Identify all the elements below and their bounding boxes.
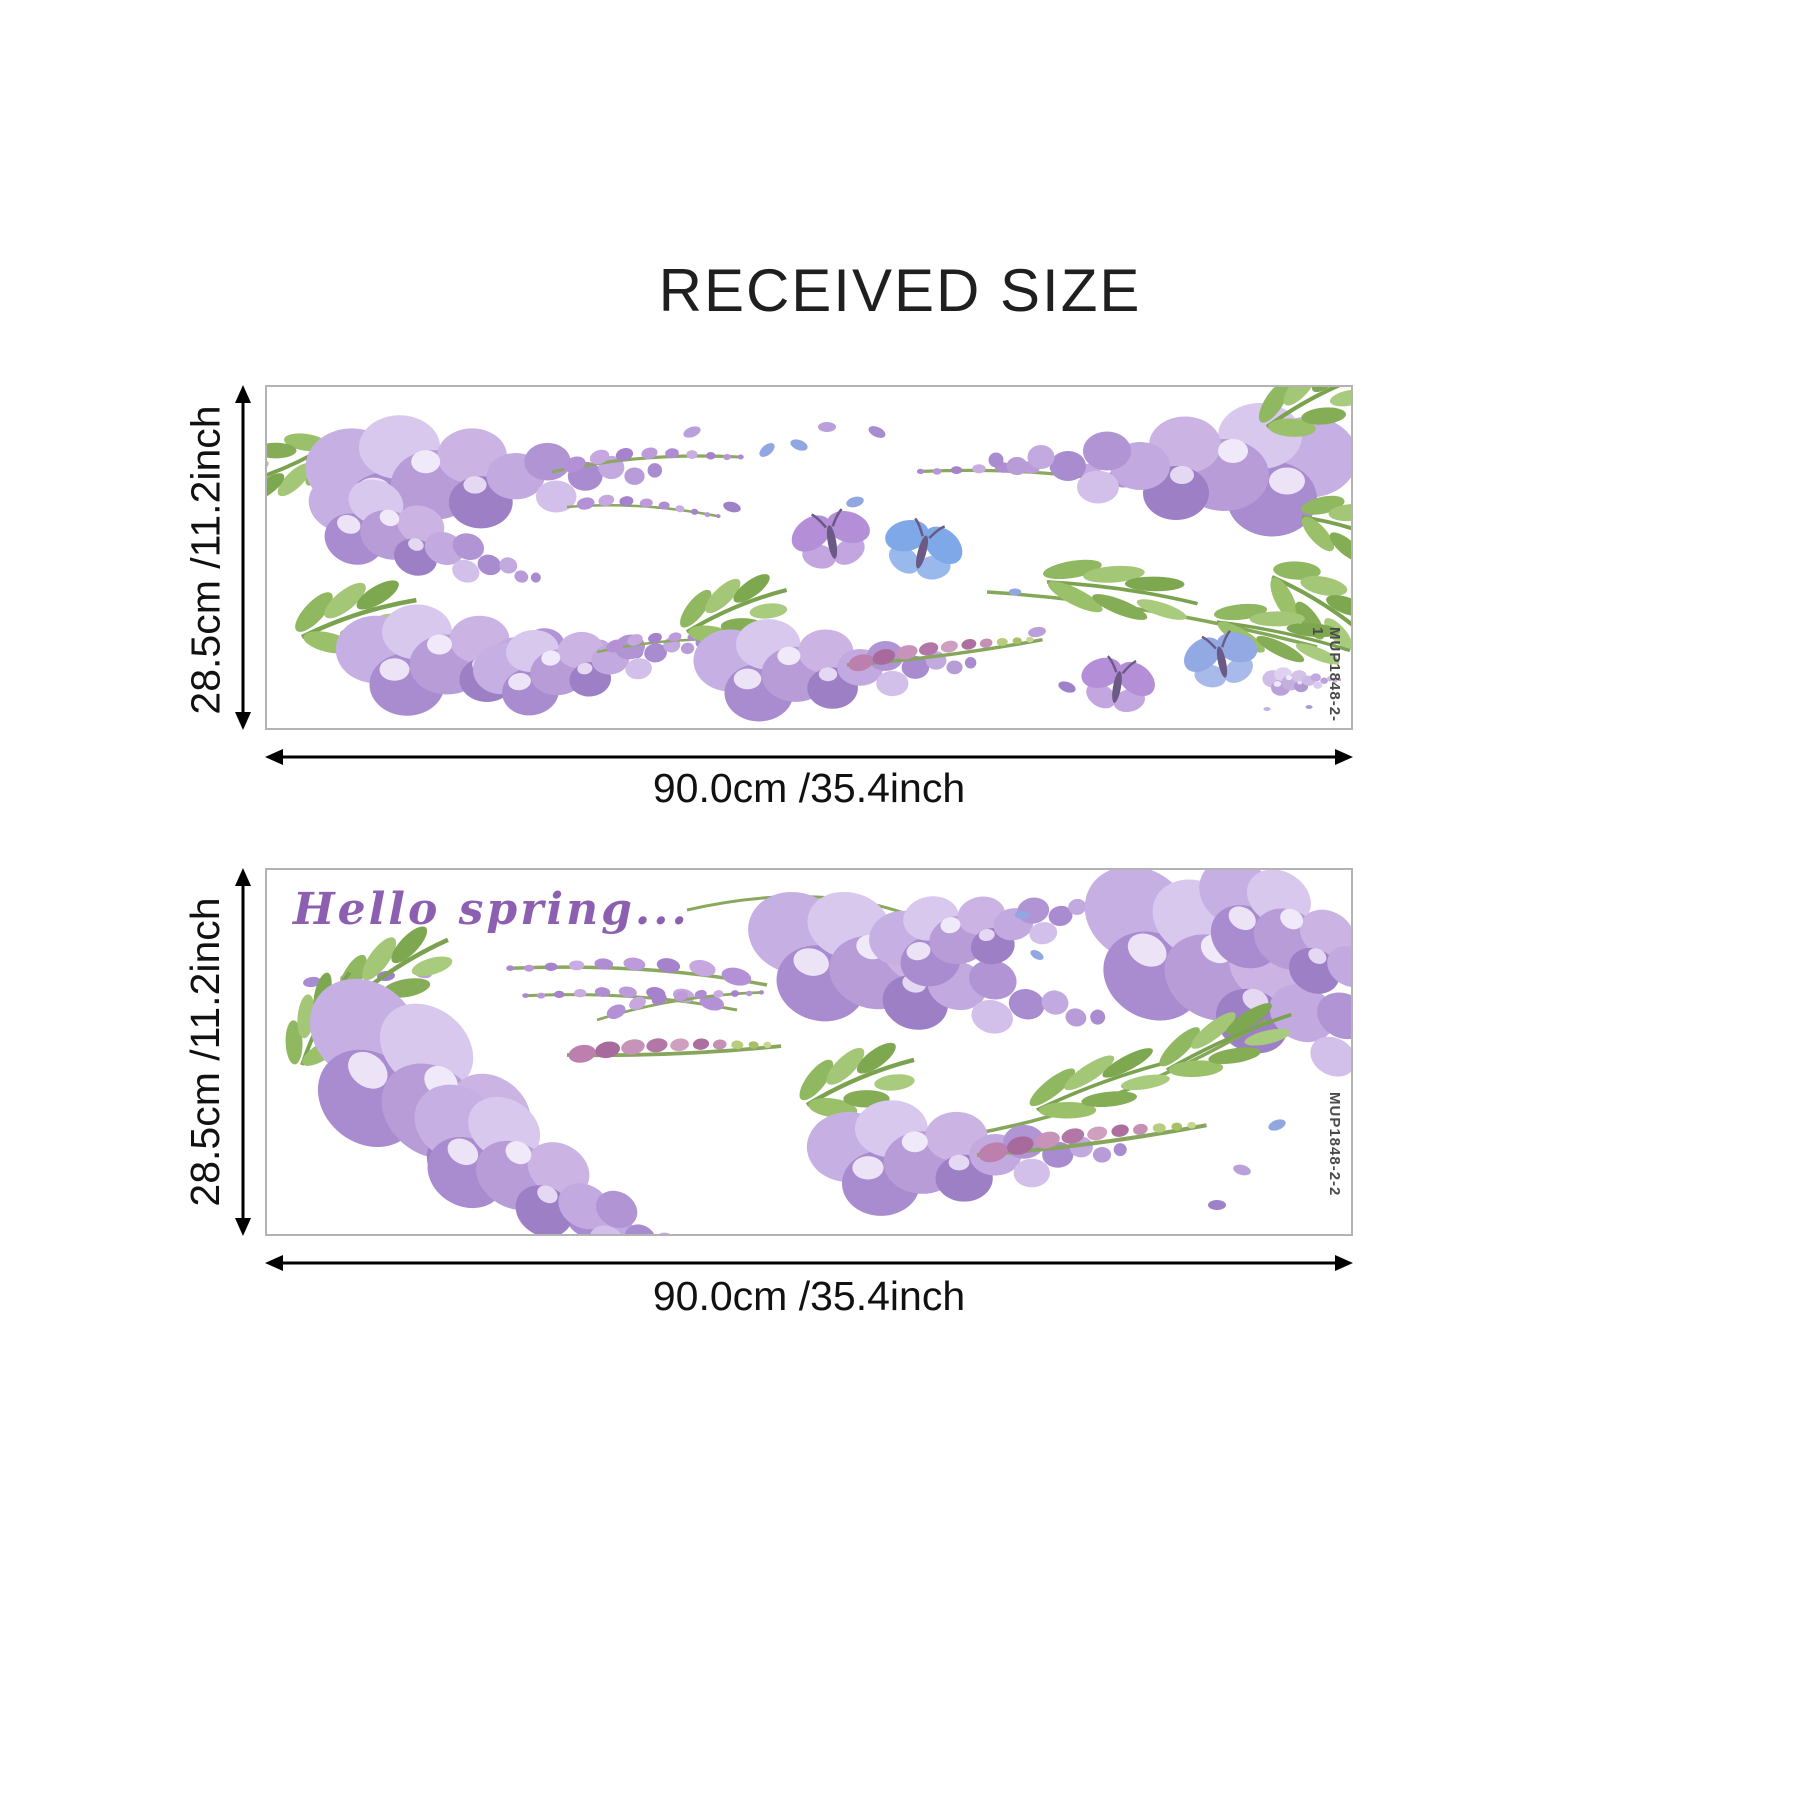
sheet2-height-arrow xyxy=(235,868,251,1236)
page-title: RECEIVED SIZE xyxy=(658,257,1142,324)
decal-sheet-1: MUP1848-2-1 xyxy=(265,385,1353,730)
petal xyxy=(1056,679,1078,695)
petal xyxy=(788,437,810,453)
sheet2-width-label: 90.0cm /35.4inch xyxy=(652,1273,966,1319)
butterfly-icon xyxy=(1068,645,1167,724)
product-code-1: MUP1848-2-1 xyxy=(1309,627,1343,723)
petal xyxy=(845,494,865,510)
wisteria-cluster xyxy=(468,606,712,723)
leaf-branch xyxy=(1016,1033,1182,1138)
bud-spike xyxy=(506,956,767,989)
butterfly-icon xyxy=(779,497,884,581)
petal xyxy=(1208,1200,1226,1210)
butterfly-icon xyxy=(869,504,977,594)
sheet2-height-label: 28.5cm /11.2inch xyxy=(182,897,228,1207)
petal xyxy=(681,424,703,440)
petal xyxy=(866,423,888,441)
petal xyxy=(1232,1162,1252,1178)
decal-sheet-2: Hello spring... MUP1848-2-2 xyxy=(265,868,1353,1236)
product-code-2: MUP1848-2-2 xyxy=(1326,1092,1343,1197)
sheet1-art xyxy=(267,387,1351,724)
wisteria-cluster xyxy=(693,619,977,722)
bud-spike xyxy=(565,485,724,533)
pink-bud-spike xyxy=(563,1022,784,1086)
petal xyxy=(1008,588,1022,596)
sheet2-width-arrow xyxy=(265,1255,1353,1271)
petal xyxy=(1027,625,1047,639)
sheet1-height-label: 28.5cm /11.2inch xyxy=(182,405,229,715)
sheet1-height-arrow xyxy=(235,385,251,730)
petal xyxy=(1266,1117,1288,1133)
petal xyxy=(818,422,836,432)
sheet2-art xyxy=(267,870,1351,1234)
petal xyxy=(1014,911,1030,919)
petal xyxy=(1028,947,1046,963)
petal xyxy=(722,499,742,515)
sheet1-width-arrow xyxy=(265,749,1353,765)
sheet1-width-label: 90.0cm /35.4inch xyxy=(652,765,966,811)
hello-spring-caption: Hello spring... xyxy=(293,884,690,935)
bud-spike xyxy=(520,983,739,1016)
leaf-branch xyxy=(1032,546,1203,634)
petal xyxy=(756,440,778,460)
